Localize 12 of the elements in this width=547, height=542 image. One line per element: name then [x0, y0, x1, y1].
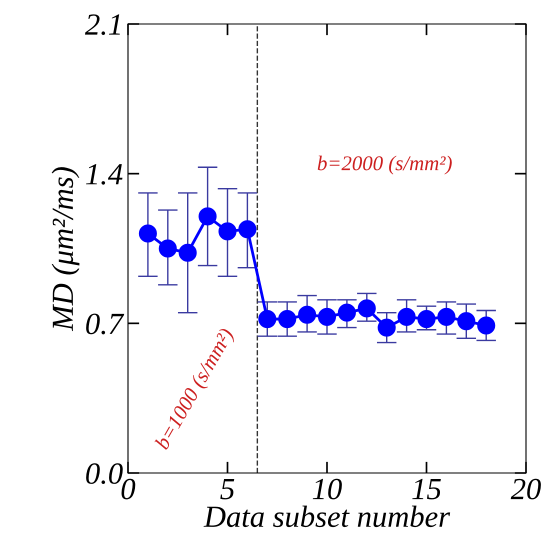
y-tick-label: 2.1: [84, 14, 120, 36]
annotation: b=2000 (s/mm²): [318, 156, 452, 175]
x-tick-label: 20: [510, 478, 541, 500]
y-tick-label: 1.4: [86, 164, 122, 185]
x-tick-label: 0: [122, 478, 136, 500]
y-tick-label: 0.7: [86, 314, 124, 334]
x-tick-label: 15: [412, 478, 441, 500]
x-tick-label: 5: [220, 479, 234, 500]
x-tick-label: 10: [312, 478, 342, 500]
x-axis-title: Data subset number: [204, 506, 450, 528]
y-tick-label: 0.0: [86, 463, 123, 484]
y-axis-title: MD (μm²/ms): [52, 167, 80, 332]
